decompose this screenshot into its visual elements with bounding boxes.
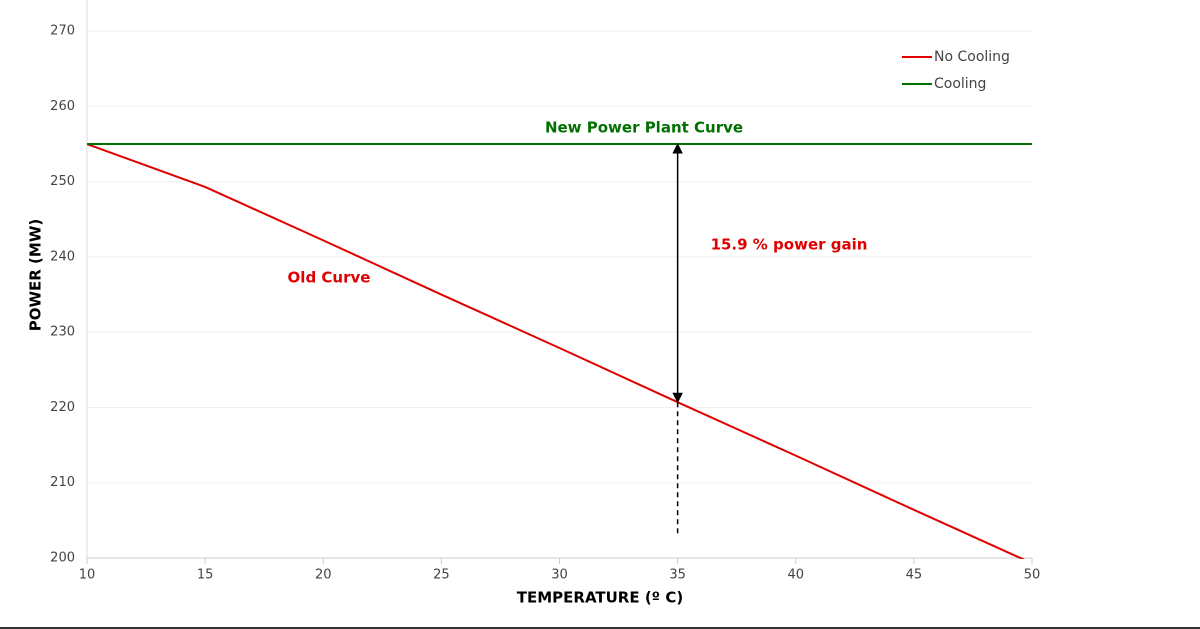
x-tick-label: 25 [433,568,450,583]
annotation: New Power Plant Curve [545,119,743,137]
x-tick-label: 45 [906,568,923,583]
x-tick-label: 20 [315,568,332,583]
x-tick-label: 50 [1024,568,1041,583]
y-tick-label: 270 [50,24,75,39]
series-line [87,143,1025,559]
y-tick-label: 210 [50,475,75,490]
x-tick-label: 30 [551,568,568,583]
y-axis-title: POWER (MW) [27,219,45,332]
x-tick-label: 15 [197,568,214,583]
y-tick-label: 240 [50,249,75,264]
x-axis-title: TEMPERATURE (º C) [517,589,683,607]
legend-label: No Cooling [934,49,1010,65]
y-tick-label: 250 [50,174,75,189]
x-tick-label: 40 [787,568,804,583]
annotation: 15.9 % power gain [711,236,868,254]
legend-label: Cooling [934,76,986,92]
x-tick-label: 35 [669,568,686,583]
annotation: Old Curve [288,269,371,287]
y-tick-label: 230 [50,325,75,340]
y-tick-label: 260 [50,99,75,114]
y-tick-label: 220 [50,400,75,415]
y-tick-label: 200 [50,551,75,566]
x-tick-label: 10 [79,568,96,583]
